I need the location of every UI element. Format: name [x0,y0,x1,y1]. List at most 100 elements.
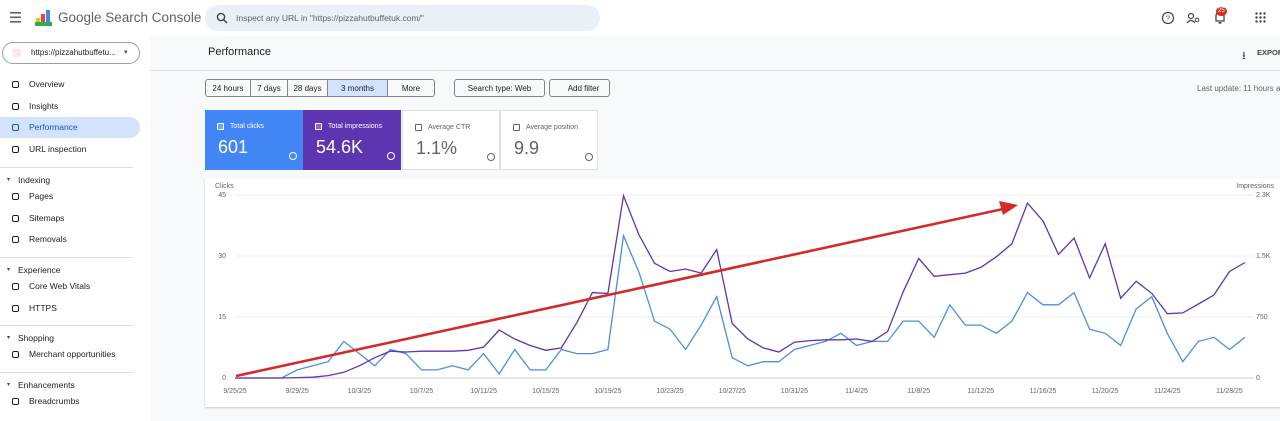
metric-value: 601 [218,137,249,157]
x-tick-label: 10/3/25 [348,388,371,395]
nav-icon [12,102,19,110]
svg-text:?: ? [1166,15,1170,22]
x-tick-label: 10/31/25 [781,388,808,395]
nav-item[interactable]: Performance [0,117,140,139]
x-tick-label: 10/27/25 [719,388,746,395]
y-tick-label: 15 [218,314,226,321]
series-line [235,233,1246,379]
x-tick-label: 11/20/25 [1092,388,1119,395]
x-tick-label: 10/23/25 [656,388,683,395]
x-tick-label: 11/28/25 [1216,388,1243,395]
export-button[interactable]: EXPOR [1257,48,1280,57]
menu-icon[interactable] [10,12,22,23]
nav-item[interactable]: Pages [0,186,140,207]
nav-item[interactable]: HTTPS [0,298,140,319]
divider [0,325,133,327]
chip-label: 28 days [293,84,322,93]
date-range-chip[interactable]: 28 days [288,79,328,97]
date-range-chip[interactable]: 24 hours [205,79,251,97]
property-selector[interactable]: https://pizzahutbuffetu... ▾ [2,42,140,64]
y2-tick-label: 1.5K [1256,253,1271,260]
nav-item[interactable]: Breadcrumbs [0,391,140,412]
product-name: Google Search Console [58,10,202,25]
add-filter-chip[interactable]: Add filter [549,79,610,97]
search-icon [216,12,228,24]
chip-label: More [401,84,421,93]
group-heading[interactable]: Indexing [18,174,51,185]
metric-card[interactable]: Total impressions 54.6K [303,110,401,170]
dropdown-caret: ▾ [124,49,128,56]
series-line [235,193,1246,379]
group-heading[interactable]: Shopping [18,333,54,344]
y-tick-label: 45 [218,192,226,199]
info-icon [585,153,593,161]
metric-label: Total clicks [230,123,264,130]
x-tick-label: 10/15/25 [532,388,559,395]
divider [0,256,133,258]
metric-value: 1.1% [416,138,458,158]
x-tick-label: 11/16/25 [1030,388,1057,395]
apps-icon[interactable] [1255,12,1266,23]
info-icon [289,152,297,160]
group-caret: ▾ [7,176,11,183]
group-caret: ▾ [7,266,11,273]
metric-value: 9.9 [514,138,540,158]
x-tick-label: 11/8/25 [907,388,930,395]
metric-label: Average CTR [428,124,471,131]
users-icon[interactable] [1186,11,1200,25]
nav-item[interactable]: Overview [0,74,140,95]
property-url: https://pizzahutbuffetu... [31,48,116,57]
nav-icon [12,81,19,88]
date-range-chip[interactable]: 7 days [251,79,288,97]
search-type-chip[interactable]: Search type: Web [454,79,545,97]
date-range-chip[interactable]: More [388,79,435,97]
nav-item[interactable]: Sitemaps [0,208,140,229]
x-tick-label: 11/12/25 [967,388,994,395]
help-icon[interactable]: ? [1161,11,1175,25]
x-tick-label: 10/7/25 [410,388,433,395]
nav-item[interactable]: URL inspection [0,139,140,160]
info-icon [487,153,495,161]
divider [0,166,133,168]
metric-checkbox [217,123,224,130]
x-tick-label: 10/11/25 [470,388,497,395]
nav-icon [12,304,19,312]
url-inspect-search[interactable]: Inspect any URL in "https://pizzahutbuff… [205,5,600,31]
sidebar: https://pizzahutbuffetu... ▾ Overview Ins… [0,36,150,421]
nav-icon [12,146,19,154]
chip-label: 7 days [257,84,281,93]
nav-item[interactable]: Removals [0,229,140,250]
y-axis-title: Clicks [215,183,234,190]
nav-item[interactable]: Merchant opportunities [0,344,140,365]
metric-card[interactable]: Average CTR 1.1% [402,110,500,170]
nav-item[interactable]: Core Web Vitals [0,276,140,297]
y-tick-label: 30 [218,253,226,260]
chip-label: 3 months [341,84,374,93]
metric-checkbox [415,124,422,131]
metric-card[interactable]: Average position 9.9 [500,110,598,170]
x-tick-label: 9/29/25 [285,388,308,395]
y2-tick-label: 750 [1256,314,1268,321]
nav-icon [12,192,19,200]
divider [150,70,1280,71]
nav-icon [12,351,19,359]
property-icon [13,49,21,57]
group-heading[interactable]: Experience [18,264,61,275]
export-icon: ⭳ [1242,50,1246,62]
notification-badge: 25 [1216,7,1227,16]
metric-checkbox [513,124,520,131]
nav-item[interactable]: Insights [0,96,140,117]
nav-icon [12,214,19,222]
nav-icon [12,398,19,405]
nav-icon [12,236,19,244]
divider [0,372,133,373]
metric-label: Average position [526,124,579,131]
x-tick-label: 11/24/25 [1154,388,1181,395]
metric-card[interactable]: Total clicks 601 [205,110,303,170]
date-range-chip[interactable]: 3 months [328,79,388,97]
search-placeholder: Inspect any URL in "https://pizzahutbuff… [236,13,424,23]
group-heading[interactable]: Enhancements [18,380,75,390]
nav-icon [12,282,19,290]
